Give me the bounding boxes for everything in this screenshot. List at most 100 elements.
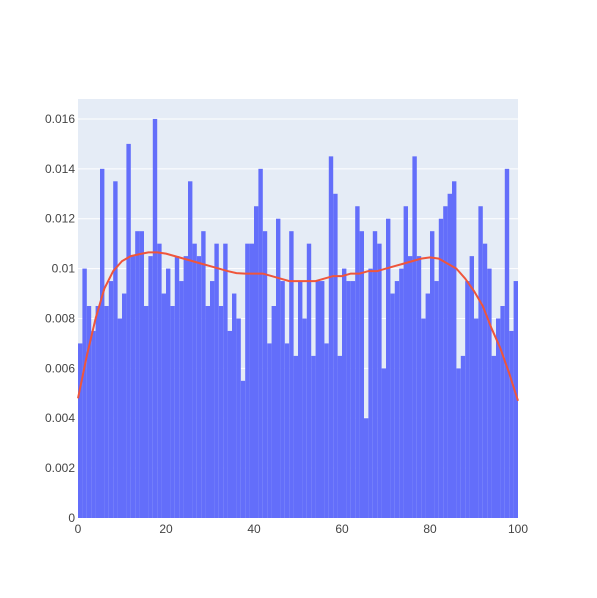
- histogram-bar: [104, 306, 109, 518]
- histogram-bar: [258, 168, 263, 519]
- histogram-bar: [166, 268, 171, 518]
- histogram-bar: [201, 231, 206, 519]
- histogram-bar: [412, 156, 417, 518]
- histogram-bar: [122, 293, 127, 518]
- y-tick-label: 0: [68, 511, 75, 525]
- histogram-bar: [478, 206, 483, 518]
- histogram-bar: [487, 268, 492, 518]
- histogram-bar: [245, 243, 250, 518]
- histogram-bar: [179, 281, 184, 518]
- histogram-bar: [82, 268, 87, 518]
- x-axis-ticks: 0 20 40 60 80 100: [75, 522, 529, 536]
- y-tick-label: 0.014: [45, 162, 75, 176]
- histogram-bar: [311, 355, 316, 518]
- histogram-bar: [315, 281, 320, 518]
- histogram-bar: [289, 231, 294, 519]
- density-curve: [77, 251, 519, 402]
- histogram-bar: [249, 243, 254, 518]
- histogram-bar: [280, 281, 285, 518]
- histogram-bar: [108, 281, 114, 518]
- histogram-bars: [78, 118, 518, 519]
- histogram-bar: [271, 306, 276, 518]
- histogram-bar: [390, 293, 395, 518]
- histogram-bar: [192, 243, 197, 518]
- histogram-bar: [381, 368, 386, 518]
- y-tick-label: 0.006: [45, 361, 75, 375]
- histogram-bar: [320, 281, 325, 518]
- histogram-bar: [368, 268, 373, 518]
- histogram-bar: [372, 231, 378, 519]
- histogram-bar: [240, 380, 246, 518]
- histogram-bar: [227, 330, 232, 518]
- histogram-bar: [328, 156, 334, 518]
- histogram-bar: [425, 293, 430, 518]
- histogram-bar: [416, 256, 422, 518]
- histogram-bar: [183, 256, 188, 518]
- histogram-bar: [434, 281, 439, 518]
- histogram-bar: [218, 306, 224, 518]
- histogram-bar: [214, 243, 219, 518]
- histogram-bar: [254, 206, 259, 518]
- histogram-bar: [267, 343, 272, 518]
- histogram-bar: [86, 306, 92, 518]
- histogram-bar: [139, 231, 144, 519]
- histogram-bar: [482, 243, 488, 518]
- histogram-bar: [276, 218, 281, 518]
- histogram-bar: [210, 281, 215, 518]
- histogram-bar: [465, 281, 470, 518]
- histogram-bar: [161, 293, 166, 518]
- histogram-bar: [196, 256, 202, 518]
- x-tick-label: 0: [75, 522, 82, 536]
- histogram-bar: [386, 218, 391, 518]
- histogram-bar: [91, 330, 96, 518]
- histogram-bar: [100, 168, 105, 519]
- histogram-bar: [491, 355, 496, 518]
- histogram-bar: [337, 355, 342, 518]
- histogram-bar: [144, 306, 149, 518]
- histogram-bar: [509, 330, 514, 518]
- histogram-bar: [174, 256, 180, 518]
- histogram-bar: [152, 118, 158, 518]
- histogram-bar: [438, 218, 444, 518]
- x-tick-label: 80: [423, 522, 437, 536]
- histogram-bar: [293, 355, 298, 518]
- y-tick-label: 0.016: [45, 112, 75, 126]
- histogram-bar: [262, 231, 268, 519]
- y-axis-ticks: 0 0.002 0.004 0.006 0.008 0.01 0.012 0.014 0.016: [45, 112, 75, 525]
- y-tick-label: 0.012: [45, 212, 75, 226]
- histogram-bar: [157, 243, 162, 518]
- histogram-bar: [456, 368, 461, 518]
- histogram-bar: [399, 268, 404, 518]
- histogram-bar: [469, 256, 474, 518]
- histogram-bar: [78, 343, 83, 518]
- histogram-bar: [306, 243, 312, 518]
- y-tick-label: 0.01: [52, 262, 76, 276]
- histogram-bar: [430, 231, 435, 519]
- histogram-bar: [148, 256, 153, 518]
- histogram-bar: [205, 306, 210, 518]
- histogram-bar: [302, 318, 307, 518]
- histogram-bar: [236, 318, 241, 518]
- histogram-bar: [474, 318, 479, 518]
- histogram-bar: [377, 243, 382, 518]
- histogram-bar: [500, 306, 505, 518]
- histogram-bar: [355, 206, 360, 518]
- histogram-bar: [95, 306, 100, 518]
- histogram-bar: [232, 293, 237, 518]
- histogram-bar: [403, 206, 408, 518]
- histogram-bar: [346, 281, 351, 518]
- histogram-bar: [460, 355, 466, 518]
- histogram-bar: [342, 268, 347, 518]
- histogram-bar: [421, 318, 426, 518]
- histogram-bar: [394, 281, 400, 518]
- histogram-bar: [284, 343, 290, 518]
- histogram-bar: [447, 193, 452, 518]
- histogram-bar: [170, 306, 175, 518]
- histogram-bar: [298, 281, 303, 518]
- histogram-bar: [223, 243, 228, 518]
- y-tick-label: 0.008: [45, 311, 75, 325]
- histogram-bar: [359, 231, 364, 519]
- histogram-bar: [408, 256, 413, 518]
